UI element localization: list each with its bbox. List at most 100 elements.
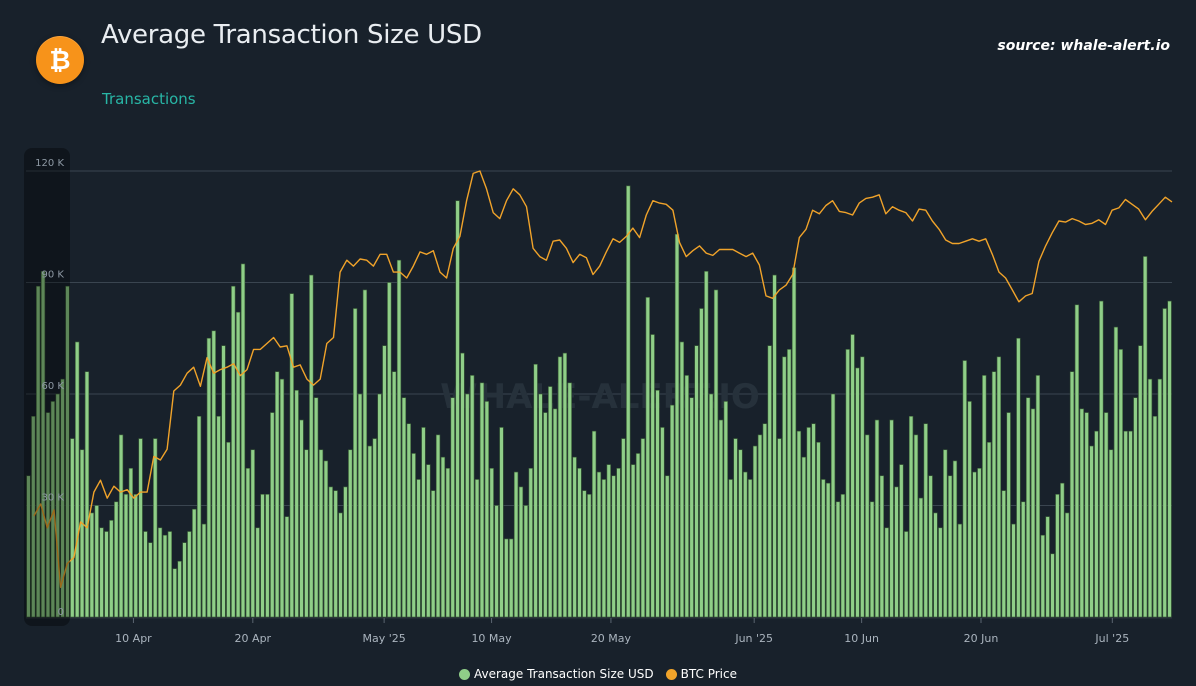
bar <box>557 356 563 618</box>
bar <box>640 438 646 618</box>
bar <box>743 471 748 618</box>
x-tick-label: 20 May <box>591 632 632 645</box>
bar <box>670 404 675 618</box>
bar <box>187 531 192 618</box>
bar <box>338 512 343 618</box>
bar <box>357 393 363 618</box>
bar <box>845 349 850 618</box>
y-tick-label: 30 K <box>42 493 65 504</box>
bar <box>962 360 967 618</box>
bar <box>1030 408 1036 618</box>
bar <box>201 523 207 618</box>
bar <box>552 408 558 618</box>
bar <box>470 375 475 618</box>
x-tick-label: Jul '25 <box>1094 632 1129 645</box>
bar <box>153 438 158 618</box>
bar <box>572 456 577 618</box>
chart-subtitle[interactable]: Transactions <box>102 90 196 108</box>
bar <box>75 341 80 618</box>
bar <box>123 494 129 618</box>
bar <box>362 289 368 618</box>
bar <box>645 297 650 618</box>
bar <box>850 334 855 618</box>
bar <box>787 349 792 618</box>
bar <box>211 330 216 618</box>
bar <box>372 438 377 618</box>
bar <box>143 531 148 618</box>
legend-item-btc-price[interactable]: BTC Price <box>665 667 737 681</box>
bar <box>904 531 909 618</box>
bar <box>709 393 714 618</box>
bar <box>528 468 533 618</box>
x-tick-label: 20 Jun <box>964 632 999 645</box>
bar <box>1065 512 1070 618</box>
legend-label-avg-tx-size: Average Transaction Size USD <box>474 667 654 681</box>
bar <box>694 345 699 618</box>
bar <box>382 345 387 618</box>
bar <box>543 412 548 618</box>
bar <box>192 508 197 618</box>
bar <box>231 285 236 618</box>
bar <box>377 393 382 618</box>
bar <box>1128 430 1133 618</box>
bar <box>36 285 41 618</box>
bar <box>1147 378 1153 618</box>
bar <box>562 352 568 618</box>
bar <box>855 367 860 618</box>
bar <box>1006 412 1011 618</box>
bar <box>504 538 509 618</box>
legend-item-avg-tx-size[interactable]: Average Transaction Size USD <box>459 667 654 681</box>
bar <box>986 442 992 618</box>
bar <box>348 449 353 618</box>
bar <box>177 560 182 618</box>
bar <box>148 542 153 618</box>
bar <box>1118 349 1123 618</box>
bar <box>328 486 333 618</box>
bar <box>1099 300 1104 618</box>
y-tick-label: 60 K <box>42 381 65 392</box>
bar <box>479 382 485 618</box>
bar <box>523 505 528 618</box>
bar <box>796 430 802 618</box>
bar <box>860 356 865 618</box>
y-axis-panel <box>24 148 70 626</box>
bar <box>240 263 246 618</box>
bar <box>952 460 958 618</box>
bar <box>65 285 70 618</box>
bar <box>206 337 212 618</box>
bitcoin-symbol-icon: ₿ <box>49 46 70 76</box>
legend-swatch-btc-price <box>665 668 677 680</box>
bar <box>918 497 923 618</box>
bar <box>791 267 797 618</box>
bar <box>392 371 397 618</box>
bar <box>387 282 392 618</box>
bar <box>235 311 241 618</box>
bar <box>991 371 997 618</box>
bar <box>977 468 982 618</box>
bar <box>1079 408 1084 618</box>
bar <box>728 479 733 618</box>
bar <box>489 468 494 618</box>
bar <box>133 494 138 618</box>
bar <box>801 456 806 618</box>
bar <box>84 371 90 618</box>
bar-series <box>26 185 1172 618</box>
bar <box>294 389 299 618</box>
bar <box>353 308 358 618</box>
bar <box>757 434 763 618</box>
bar <box>440 456 446 618</box>
bar <box>465 393 470 618</box>
bar <box>333 490 338 618</box>
bar <box>899 464 904 618</box>
bar <box>1055 494 1060 618</box>
bar <box>416 479 421 618</box>
bar <box>913 434 919 618</box>
bar <box>1040 534 1045 618</box>
bar <box>874 419 880 618</box>
bar <box>943 449 948 618</box>
bar <box>972 471 977 618</box>
bar <box>70 438 75 618</box>
bar <box>1016 337 1021 618</box>
y-tick-label: 90 K <box>42 270 65 281</box>
